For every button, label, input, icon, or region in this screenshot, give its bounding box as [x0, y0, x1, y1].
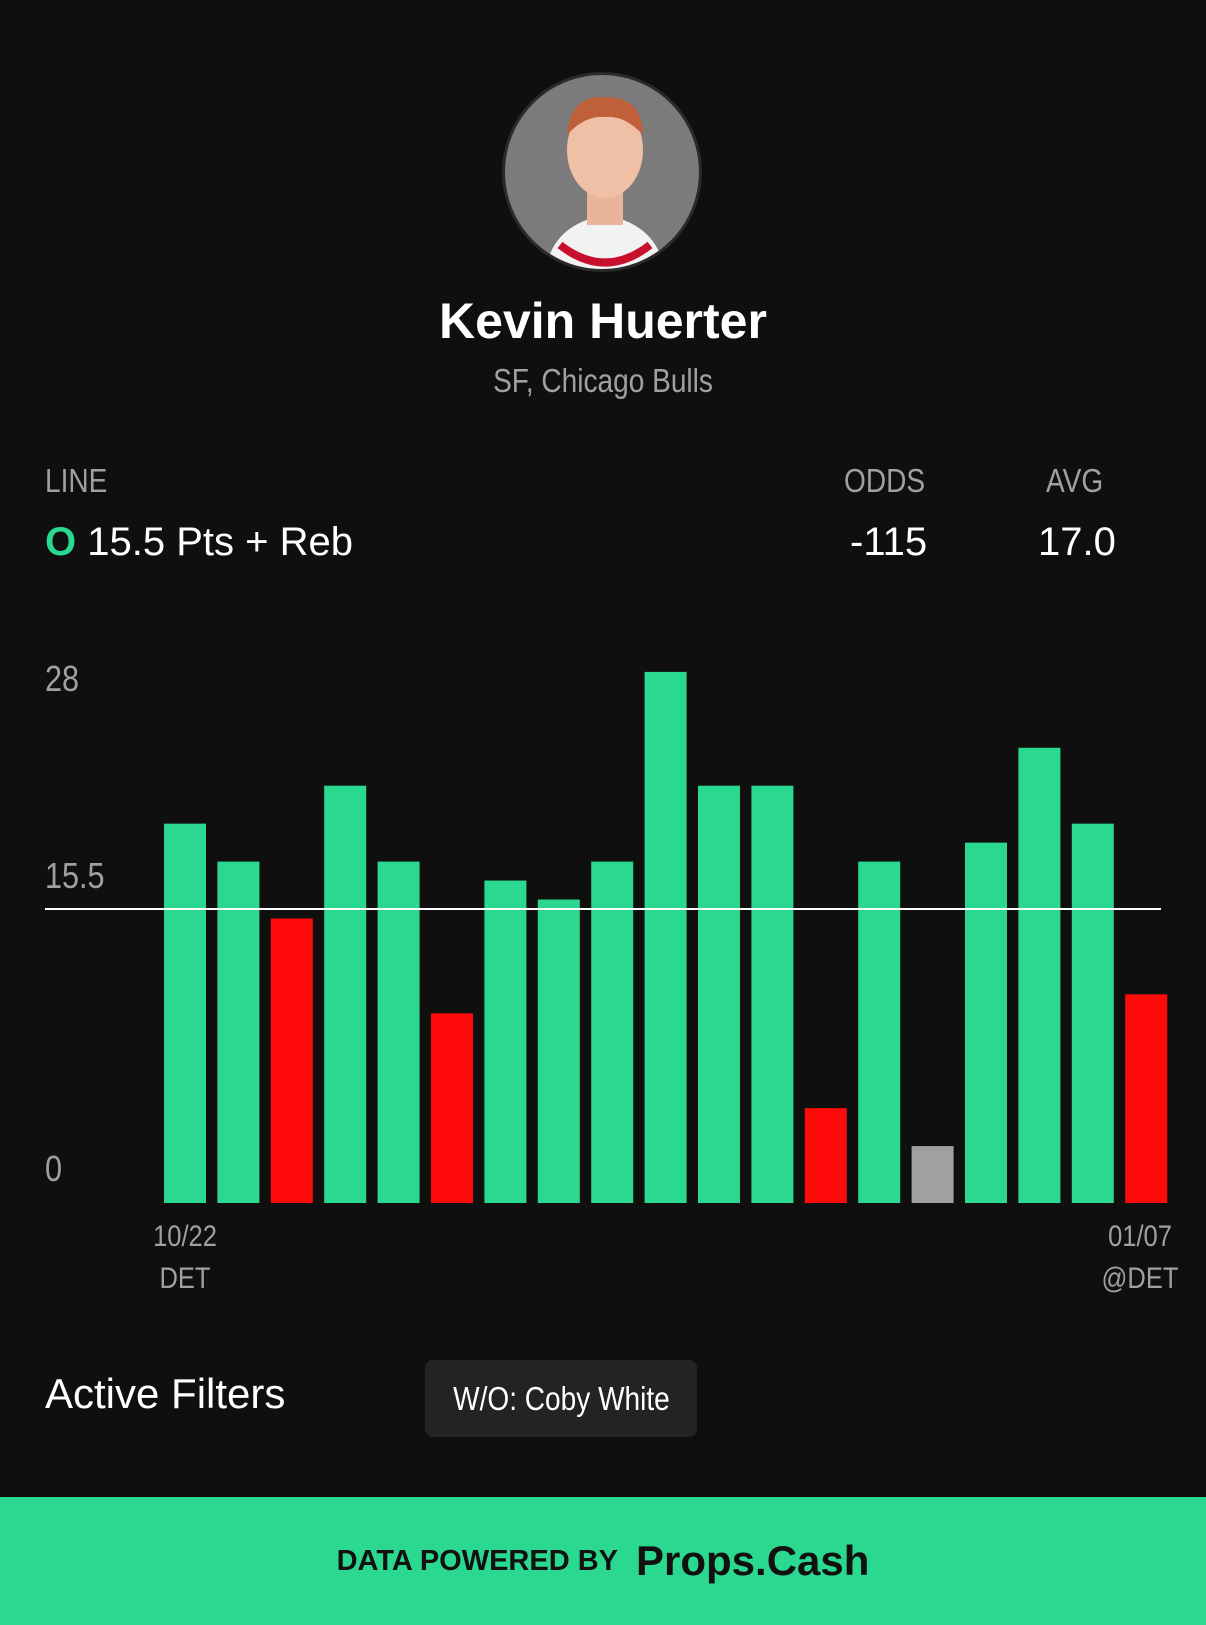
filter-chip-label: W/O: Coby White	[452, 1379, 670, 1417]
game-bar[interactable]	[217, 861, 260, 1203]
active-filters-title: Active Filters	[45, 1370, 286, 1417]
player-name: Kevin Huerter	[439, 293, 767, 349]
footer-brand[interactable]: Props.Cash	[636, 1537, 870, 1584]
avg-label: AVG	[1046, 462, 1104, 499]
footer-prefix: DATA POWERED BY	[336, 1544, 618, 1577]
game-bar[interactable]	[591, 861, 634, 1203]
y-tick-0: 0	[45, 1148, 63, 1189]
game-bar[interactable]	[698, 785, 740, 1203]
line-label: LINE	[45, 462, 108, 499]
player-avatar	[502, 72, 702, 272]
game-bar[interactable]	[1071, 823, 1114, 1203]
game-bar[interactable]	[377, 861, 420, 1203]
game-bar[interactable]	[270, 918, 313, 1203]
x-start-date: 10/22	[153, 1220, 217, 1253]
game-bar[interactable]	[751, 785, 794, 1203]
odds-value: -115	[850, 520, 928, 564]
game-bar[interactable]	[164, 823, 206, 1203]
avg-value: 17.0	[1038, 520, 1116, 564]
game-bar[interactable]	[537, 899, 580, 1203]
game-bar[interactable]	[858, 861, 901, 1203]
game-bar[interactable]	[911, 1146, 954, 1203]
y-tick-threshold: 15.5	[45, 855, 105, 896]
x-start-opponent: DET	[159, 1262, 211, 1295]
game-bar[interactable]	[804, 1108, 847, 1203]
game-log-bar-chart	[45, 671, 1168, 1203]
line-value: O 15.5 Pts + Reb	[45, 520, 353, 565]
x-end-opponent: @DET	[1101, 1262, 1179, 1295]
x-end-date: 01/07	[1108, 1220, 1172, 1253]
footer-banner: DATA POWERED BY Props.Cash	[0, 1497, 1206, 1625]
odds-label: ODDS	[844, 462, 926, 499]
player-position-team: SF, Chicago Bulls	[493, 362, 713, 399]
y-tick-28: 28	[45, 658, 80, 699]
game-bar[interactable]	[324, 785, 367, 1203]
game-bar[interactable]	[644, 671, 687, 1203]
game-bar[interactable]	[1018, 747, 1061, 1203]
filter-chip[interactable]: W/O: Coby White	[425, 1360, 697, 1437]
over-indicator: O	[45, 520, 77, 564]
game-bar[interactable]	[431, 1013, 473, 1203]
line-text: 15.5 Pts + Reb	[87, 520, 353, 564]
game-bar[interactable]	[484, 880, 527, 1203]
player-headshot-icon	[545, 96, 665, 269]
game-bar[interactable]	[965, 842, 1007, 1203]
game-bar[interactable]	[1125, 994, 1168, 1203]
